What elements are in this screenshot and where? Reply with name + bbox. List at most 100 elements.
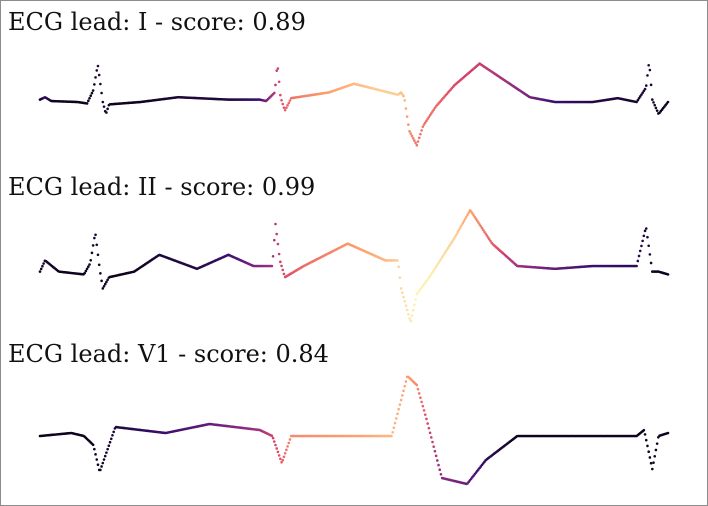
- ecg-point: [105, 451, 108, 454]
- ecg-point: [422, 123, 426, 126]
- ecg-point: [403, 300, 407, 303]
- ecg-point: [100, 465, 103, 468]
- ecg-point: [274, 443, 277, 447]
- ecg-point: [419, 396, 422, 399]
- ecg-point: [640, 93, 643, 96]
- ecg-point: [279, 260, 282, 264]
- ecg-point: [427, 426, 431, 430]
- ecg-trace: [38, 62, 670, 147]
- ecg-point: [407, 123, 410, 126]
- ecg-point: [285, 106, 288, 110]
- ecg-point: [433, 267, 437, 270]
- ecg-point: [88, 96, 91, 100]
- ecg-point: [279, 93, 282, 97]
- ecg-point: [457, 228, 461, 232]
- ecg-point: [429, 112, 433, 115]
- ecg-point: [93, 447, 96, 451]
- ecg-point: [648, 253, 652, 256]
- ecg-point: [39, 267, 43, 271]
- ecg-point: [94, 233, 97, 237]
- ecg-point: [271, 255, 275, 258]
- ecg-point: [651, 467, 654, 471]
- ecg-point: [91, 443, 95, 447]
- ecg-point: [635, 264, 638, 268]
- ecg-point: [288, 99, 292, 102]
- ecg-point: [272, 440, 276, 443]
- ecg-point: [280, 461, 283, 464]
- ecg-point: [107, 444, 111, 447]
- ecg-point: [286, 104, 289, 107]
- ecg-point: [417, 136, 421, 140]
- ecg-point: [426, 117, 429, 121]
- ecg-point: [646, 235, 649, 239]
- ecg-point: [471, 212, 474, 215]
- ecg-point: [413, 303, 416, 307]
- ecg-point: [637, 97, 641, 100]
- ecg-point: [484, 232, 487, 235]
- ecg-point: [425, 417, 428, 421]
- ecg-point: [455, 232, 458, 236]
- ecg-point: [112, 430, 115, 434]
- ecg-point: [100, 91, 103, 95]
- ecg-point: [434, 265, 438, 268]
- ecg-point: [95, 69, 99, 72]
- ecg-point: [466, 213, 469, 217]
- ecg-point: [448, 244, 451, 248]
- ecg-point: [89, 94, 93, 97]
- ecg-point: [463, 217, 467, 221]
- ecg-point: [415, 143, 419, 147]
- ecg-point: [444, 250, 448, 253]
- ecg-point: [282, 272, 286, 276]
- ecg-point: [421, 125, 425, 129]
- ecg-point: [85, 102, 89, 105]
- ecg-point: [402, 295, 405, 299]
- ecg-point: [394, 417, 398, 420]
- ecg-point: [274, 83, 277, 87]
- ecg-point: [95, 243, 99, 247]
- ecg-point: [85, 267, 89, 271]
- ecg-point: [653, 103, 657, 107]
- ecg-point: [407, 312, 410, 316]
- ecg-point: [106, 278, 109, 282]
- ecg-point: [640, 244, 643, 248]
- ecg-point: [99, 468, 102, 472]
- ecg-point: [94, 76, 97, 79]
- ecg-point: [438, 468, 442, 471]
- ecg-point: [429, 436, 433, 439]
- ecg-point: [654, 106, 658, 110]
- ecg-point: [410, 314, 414, 317]
- ecg-point: [642, 428, 646, 432]
- ecg-point: [481, 228, 485, 232]
- ecg-point: [402, 389, 405, 393]
- ecg-point: [393, 421, 397, 425]
- ecg-point: [638, 95, 642, 98]
- ecg-point: [390, 434, 393, 438]
- ecg-point: [647, 450, 650, 453]
- ecg-point: [280, 99, 283, 102]
- ecg-point: [91, 244, 95, 247]
- ecg-point: [402, 94, 405, 98]
- ecg-point: [483, 230, 486, 234]
- ecg-point: [643, 433, 647, 436]
- ecg-point: [641, 239, 644, 243]
- ecg-point: [275, 69, 279, 72]
- ecg-point: [84, 269, 88, 273]
- ecg-point: [487, 237, 491, 241]
- ecg-point: [277, 80, 281, 84]
- ecg-point: [472, 213, 475, 217]
- ecg-point: [462, 219, 466, 223]
- ecg-point: [436, 263, 439, 267]
- ecg-point: [41, 264, 44, 268]
- ecg-point: [282, 455, 286, 459]
- ecg-point: [427, 115, 431, 119]
- ecg-point: [102, 458, 106, 461]
- ecg-point: [436, 459, 439, 462]
- ecg-point: [280, 264, 283, 268]
- ecg-point: [417, 392, 421, 395]
- ecg-point: [439, 473, 443, 476]
- ecg-point: [428, 113, 432, 117]
- ecg-point: [433, 449, 437, 453]
- ecg-point: [89, 258, 93, 262]
- ecg-point: [102, 284, 106, 288]
- ecg-point: [434, 454, 438, 458]
